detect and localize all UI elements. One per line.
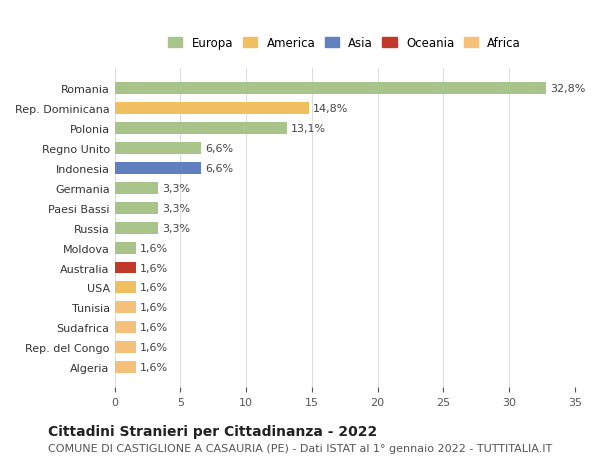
Bar [115,143,202,155]
Bar [115,183,158,195]
Text: 3,3%: 3,3% [162,184,190,194]
Text: 32,8%: 32,8% [550,84,585,94]
Text: 3,3%: 3,3% [162,203,190,213]
Text: 1,6%: 1,6% [140,362,168,372]
Bar [115,123,287,135]
Bar [115,262,136,274]
Text: 1,6%: 1,6% [140,342,168,353]
Text: 13,1%: 13,1% [291,124,326,134]
Bar [115,282,136,294]
Bar [115,361,136,373]
Text: 1,6%: 1,6% [140,283,168,293]
Text: 14,8%: 14,8% [313,104,349,114]
Text: COMUNE DI CASTIGLIONE A CASAURIA (PE) - Dati ISTAT al 1° gennaio 2022 - TUTTITAL: COMUNE DI CASTIGLIONE A CASAURIA (PE) - … [48,443,552,453]
Bar [115,302,136,313]
Bar [115,321,136,333]
Bar [115,83,546,95]
Text: 6,6%: 6,6% [205,144,233,154]
Bar [115,341,136,353]
Bar [115,103,309,115]
Bar [115,162,202,174]
Text: Cittadini Stranieri per Cittadinanza - 2022: Cittadini Stranieri per Cittadinanza - 2… [48,425,377,438]
Bar [115,222,158,234]
Text: 1,6%: 1,6% [140,323,168,332]
Bar [115,202,158,214]
Text: 1,6%: 1,6% [140,243,168,253]
Text: 3,3%: 3,3% [162,223,190,233]
Text: 1,6%: 1,6% [140,263,168,273]
Text: 6,6%: 6,6% [205,164,233,174]
Bar [115,242,136,254]
Legend: Europa, America, Asia, Oceania, Africa: Europa, America, Asia, Oceania, Africa [165,33,524,53]
Text: 1,6%: 1,6% [140,302,168,313]
